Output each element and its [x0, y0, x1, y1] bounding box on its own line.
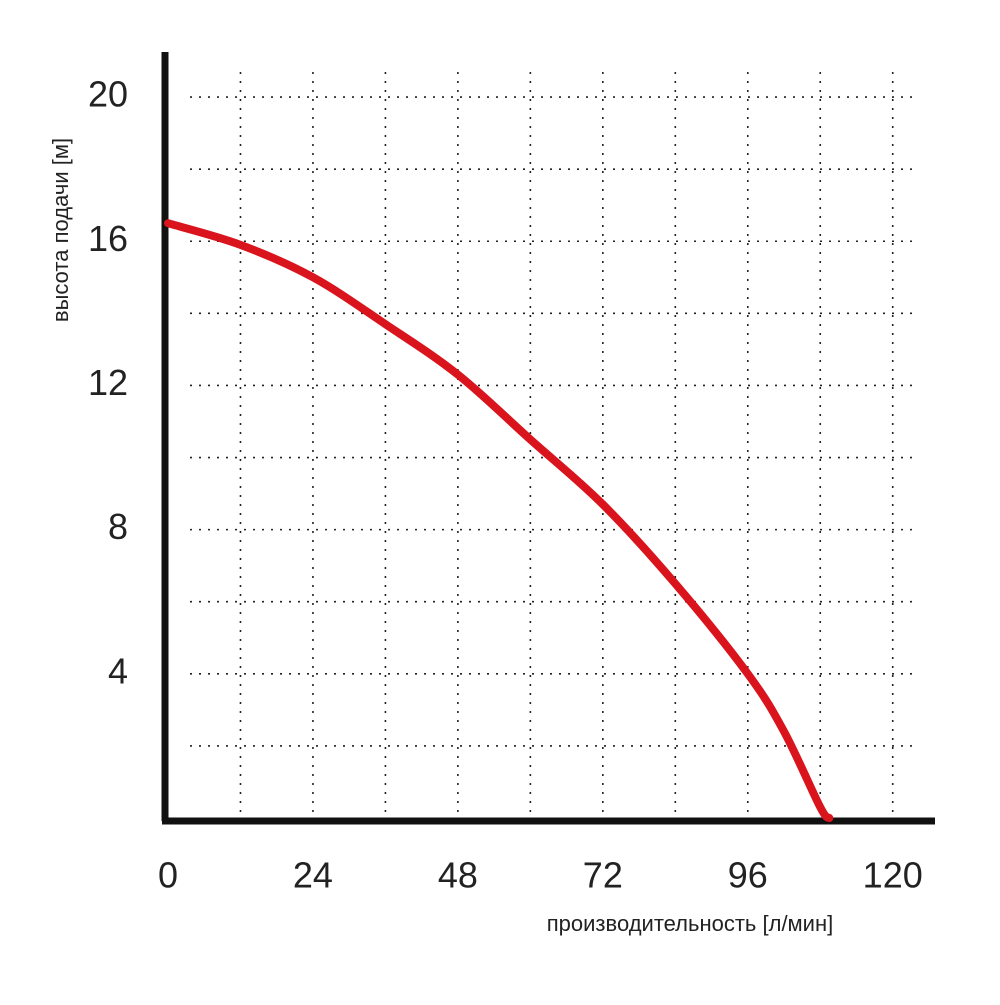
y-tick-label: 16	[88, 218, 128, 259]
y-tick-label: 4	[108, 650, 128, 691]
y-axis-label: высота подачи [м]	[48, 138, 73, 322]
y-tick-label: 12	[88, 362, 128, 403]
x-tick-label: 24	[293, 855, 333, 896]
x-tick-label: 0	[158, 855, 178, 896]
y-tick-label: 8	[108, 506, 128, 547]
curve	[164, 219, 834, 822]
y-tick-label: 20	[88, 74, 128, 115]
x-axis-label: производительность [л/мин]	[547, 911, 833, 936]
x-tick-label: 72	[583, 855, 623, 896]
x-tick-label: 120	[863, 855, 923, 896]
x-tick-label: 96	[728, 855, 768, 896]
x-tick-label: 48	[438, 855, 478, 896]
